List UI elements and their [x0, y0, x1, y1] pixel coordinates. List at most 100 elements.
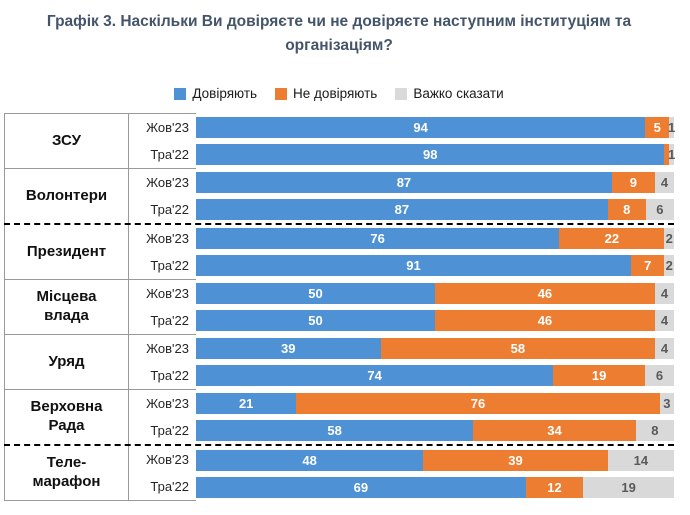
trust-segment: 39 [196, 337, 381, 359]
segment-value: 4 [660, 285, 669, 301]
hard-to-say-segment: 3 [659, 392, 674, 414]
chart-group: Місцева влада Жов'23 Тра'22 50 46 4 50 46 4 [4, 279, 674, 335]
group-bars: 76 22 2 91 7 2 [196, 225, 674, 279]
distrust-segment: 34 [473, 419, 636, 441]
trust-segment: 94 [196, 116, 646, 138]
segment-value: 12 [547, 479, 562, 495]
group-label: Місцева влада [5, 280, 129, 335]
distrust-segment: 76 [296, 392, 660, 414]
period-label: Тра'22 [150, 147, 189, 163]
chart-group: Президент Жов'23 Тра'22 76 22 2 91 7 2 [4, 223, 674, 280]
distrust-segment: 46 [435, 309, 655, 331]
bar-row: 50 46 4 [196, 280, 674, 307]
period-label: Тра'22 [150, 258, 189, 274]
bar-row: 87 9 4 [196, 169, 674, 196]
group-left: Місцева влада Жов'23 Тра'22 [4, 279, 196, 335]
bar-track: 50 46 4 [196, 282, 674, 304]
trust-segment: 58 [196, 419, 474, 441]
hard-to-say-segment: 4 [654, 171, 674, 193]
bar-track: 87 8 6 [196, 198, 674, 220]
group-left: Уряд Жов'23 Тра'22 [4, 334, 196, 390]
segment-value: 87 [396, 174, 412, 190]
group-bars: 39 58 4 74 19 6 [196, 334, 675, 389]
bar-track: 98 1 [196, 143, 675, 165]
bar-track: 91 7 2 [196, 255, 674, 277]
bar-row: 69 12 19 [196, 474, 674, 501]
distrust-segment: 8 [607, 198, 646, 220]
hard-to-say-segment: 4 [654, 309, 674, 331]
segment-value: 5 [653, 119, 661, 135]
bar-track: 76 22 2 [196, 228, 674, 250]
distrust-segment: 22 [559, 228, 665, 250]
bar-track: 50 46 4 [196, 309, 674, 331]
segment-value: 39 [508, 452, 523, 468]
segment-value: 91 [406, 258, 421, 274]
distrust-segment: 5 [645, 116, 670, 138]
segment-value: 19 [621, 479, 636, 495]
bar-row: 58 34 8 [196, 417, 674, 444]
group-bars: 50 46 4 50 46 4 [196, 279, 674, 334]
legend-item: Важко сказати [395, 86, 504, 102]
bar-track: 74 19 6 [196, 364, 674, 386]
hard-to-say-segment: 19 [583, 476, 674, 498]
legend-label: Не довіряють [293, 86, 378, 102]
segment-value: 2 [665, 231, 673, 247]
segment-value: 39 [281, 340, 296, 356]
distrust-segment: 9 [611, 171, 655, 193]
trust-segment: 69 [196, 476, 526, 498]
segment-value: 21 [238, 395, 254, 411]
segment-value: 4 [660, 312, 669, 328]
group-label: Верховна Рада [5, 390, 129, 445]
chart: ЗСУ Жов'23 Тра'22 94 5 1 98 1 Волонтери Жов'23 Тра… [4, 113, 675, 502]
hard-to-say-segment: 6 [645, 364, 674, 386]
distrust-segment: 46 [435, 282, 655, 304]
segment-value: 7 [644, 258, 652, 274]
legend-swatch [174, 87, 187, 100]
legend-swatch [395, 87, 408, 100]
period-label: Жов'23 [146, 341, 189, 357]
chart-title: Графік 3. Наскільки Ви довіряєте чи не д… [46, 13, 632, 55]
distrust-segment: 58 [380, 337, 656, 359]
hard-to-say-segment: 4 [654, 282, 674, 304]
bar-row: 21 76 3 [196, 390, 674, 417]
segment-value: 22 [604, 231, 620, 247]
trust-segment: 74 [196, 364, 554, 386]
segment-value: 8 [651, 422, 659, 438]
bar-track: 48 39 14 [196, 449, 674, 471]
legend-swatch [275, 87, 288, 100]
bar-row: 76 22 2 [196, 225, 674, 252]
segment-value: 14 [633, 452, 649, 468]
group-label: ЗСУ [5, 114, 129, 169]
trust-segment: 50 [196, 309, 435, 331]
legend-label: Довіряють [192, 86, 258, 102]
group-periods: Жов'23 Тра'22 [129, 169, 196, 223]
period-label: Жов'23 [146, 175, 189, 191]
group-left: Президент Жов'23 Тра'22 [4, 225, 196, 280]
hard-to-say-segment: 1 [668, 116, 675, 138]
trust-segment: 98 [196, 143, 665, 165]
group-left: Теле-марафон Жов'23 Тра'22 [4, 446, 196, 502]
trust-segment: 21 [196, 392, 297, 414]
segment-value: 6 [656, 201, 664, 217]
period-label: Тра'22 [150, 423, 189, 439]
distrust-segment: 7 [630, 255, 665, 277]
bar-row: 48 39 14 [196, 447, 674, 474]
group-periods: Жов'23 Тра'22 [129, 114, 196, 168]
period-label: Тра'22 [150, 368, 189, 384]
chart-group: Теле-марафон Жов'23 Тра'22 48 39 14 69 12 19 [4, 444, 674, 502]
bar-track: 94 5 1 [196, 116, 675, 138]
segment-value: 87 [394, 201, 410, 217]
segment-value: 98 [422, 146, 438, 162]
distrust-segment: 19 [553, 364, 646, 386]
bar-row: 98 1 [196, 141, 675, 168]
legend-item: Довіряють [174, 86, 257, 101]
segment-value: 69 [353, 479, 369, 495]
segment-value: 46 [537, 285, 553, 301]
group-label: Волонтери [5, 169, 129, 224]
chart-group: Волонтери Жов'23 Тра'22 87 9 4 87 8 6 [4, 168, 674, 224]
trust-segment: 76 [196, 228, 560, 250]
legend-label: Важко сказати [413, 86, 504, 102]
distrust-segment: 12 [525, 476, 584, 498]
segment-value: 58 [510, 340, 526, 356]
